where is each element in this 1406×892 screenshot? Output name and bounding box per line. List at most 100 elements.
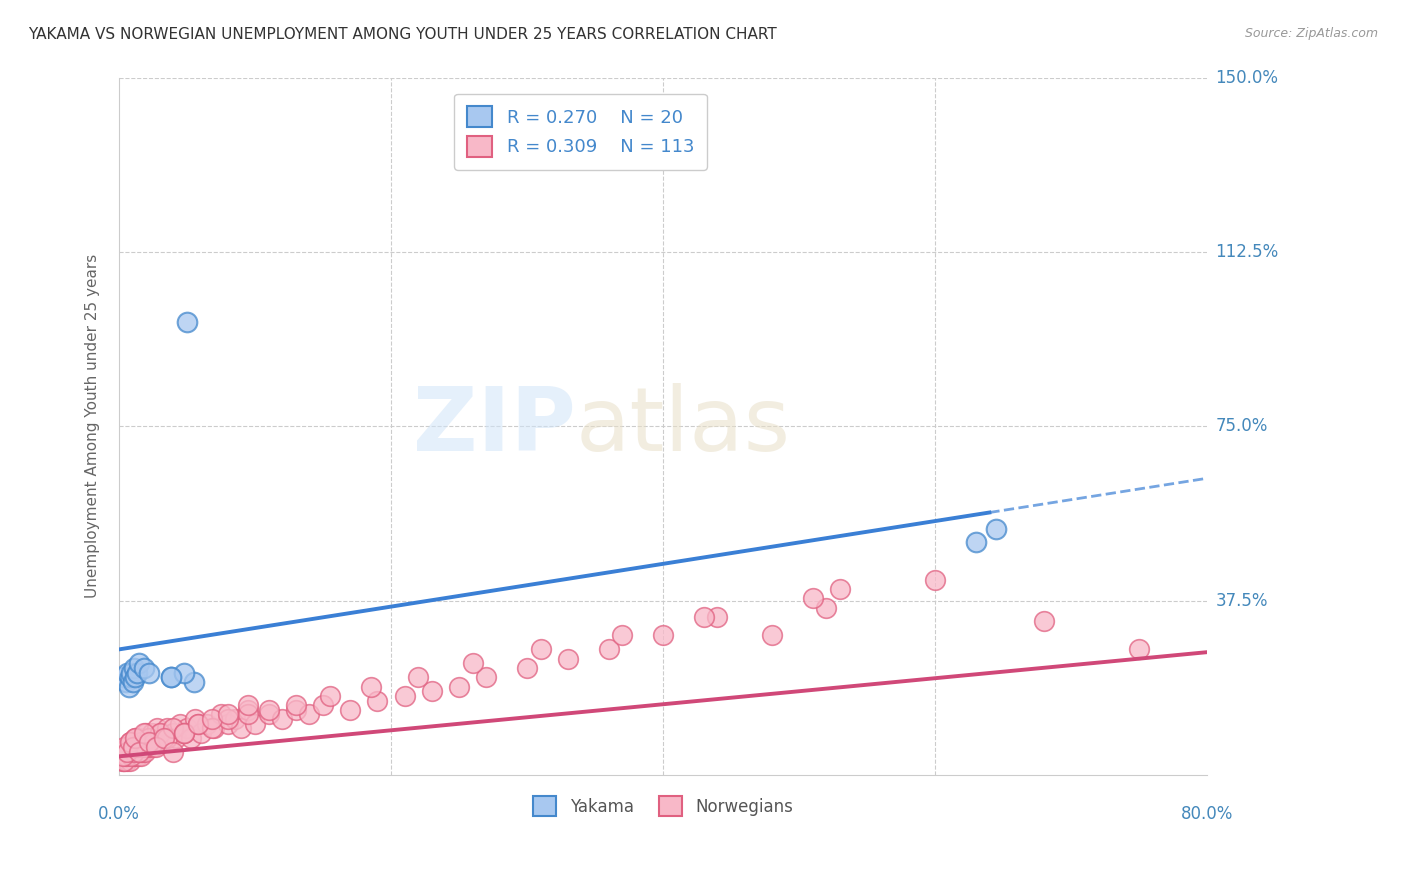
Point	[217, 712, 239, 726]
Point	[149, 726, 172, 740]
Point	[134, 739, 156, 754]
Point	[112, 749, 135, 764]
Point	[118, 670, 141, 684]
Point	[162, 722, 184, 736]
Point	[115, 675, 138, 690]
Point	[162, 726, 184, 740]
Text: atlas: atlas	[576, 383, 792, 470]
Point	[187, 716, 209, 731]
Point	[312, 698, 335, 713]
Point	[125, 735, 148, 749]
Point	[257, 707, 280, 722]
Point	[121, 739, 143, 754]
Point	[114, 754, 136, 768]
Point	[139, 735, 162, 749]
Point	[284, 698, 307, 713]
Point	[145, 735, 167, 749]
Point	[243, 716, 266, 731]
Text: 37.5%: 37.5%	[1215, 591, 1268, 609]
Point	[612, 628, 634, 642]
Text: Source: ZipAtlas.com: Source: ZipAtlas.com	[1244, 27, 1378, 40]
Point	[125, 665, 148, 680]
Point	[127, 739, 149, 754]
Point	[187, 716, 209, 731]
Point	[118, 754, 141, 768]
Point	[319, 689, 342, 703]
Point	[118, 735, 141, 749]
Point	[159, 670, 181, 684]
Point	[122, 745, 145, 759]
Point	[132, 739, 155, 754]
Point	[120, 749, 142, 764]
Point	[138, 731, 160, 745]
Point	[120, 735, 142, 749]
Point	[136, 739, 159, 754]
Point	[141, 726, 163, 740]
Text: 80.0%: 80.0%	[1181, 805, 1233, 823]
Point	[115, 754, 138, 768]
Point	[132, 661, 155, 675]
Point	[200, 712, 222, 726]
Point	[965, 535, 987, 549]
Y-axis label: Unemployment Among Youth under 25 years: Unemployment Among Youth under 25 years	[86, 254, 100, 599]
Point	[115, 745, 138, 759]
Point	[138, 665, 160, 680]
Point	[145, 739, 167, 754]
Point	[129, 749, 152, 764]
Point	[124, 731, 146, 745]
Point	[132, 731, 155, 745]
Point	[112, 670, 135, 684]
Point	[150, 726, 173, 740]
Point	[815, 600, 838, 615]
Point	[114, 739, 136, 754]
Text: ZIP: ZIP	[413, 383, 576, 470]
Point	[176, 315, 198, 329]
Point	[162, 745, 184, 759]
Point	[122, 745, 145, 759]
Point	[173, 726, 195, 740]
Point	[173, 726, 195, 740]
Point	[271, 712, 294, 726]
Point	[516, 661, 538, 675]
Point	[183, 675, 205, 690]
Point	[217, 716, 239, 731]
Point	[115, 665, 138, 680]
Point	[128, 657, 150, 671]
Point	[138, 731, 160, 745]
Point	[112, 745, 135, 759]
Text: 75.0%: 75.0%	[1215, 417, 1268, 435]
Point	[118, 739, 141, 754]
Point	[209, 707, 232, 722]
Point	[142, 739, 165, 754]
Point	[176, 722, 198, 736]
Point	[131, 745, 153, 759]
Point	[801, 591, 824, 606]
Point	[127, 739, 149, 754]
Point	[298, 707, 321, 722]
Point	[121, 739, 143, 754]
Point	[128, 731, 150, 745]
Point	[652, 628, 675, 642]
Point	[127, 749, 149, 764]
Point	[115, 739, 138, 754]
Point	[115, 745, 138, 759]
Point	[124, 731, 146, 745]
Point	[135, 726, 157, 740]
Point	[122, 661, 145, 675]
Point	[121, 675, 143, 690]
Point	[138, 735, 160, 749]
Text: 112.5%: 112.5%	[1215, 243, 1278, 260]
Point	[420, 684, 443, 698]
Point	[118, 735, 141, 749]
Point	[120, 665, 142, 680]
Point	[238, 698, 260, 713]
Legend: Yakama, Norwegians: Yakama, Norwegians	[526, 789, 800, 822]
Point	[828, 582, 851, 596]
Point	[122, 735, 145, 749]
Point	[165, 731, 187, 745]
Point	[224, 712, 246, 726]
Point	[238, 707, 260, 722]
Point	[117, 745, 139, 759]
Point	[121, 749, 143, 764]
Point	[112, 749, 135, 764]
